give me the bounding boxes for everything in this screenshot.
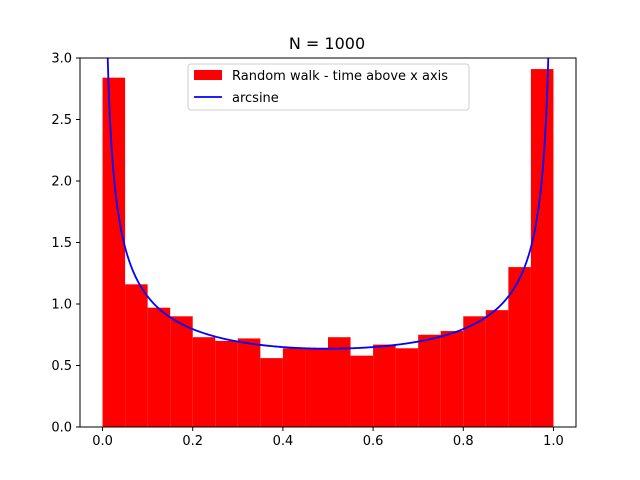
arcsine-curve (106, 58, 550, 350)
histogram-bar (305, 348, 328, 427)
histogram-bar (102, 77, 126, 427)
x-tick-label: 0.2 (182, 434, 203, 449)
histogram-bar (395, 348, 419, 427)
legend-label-histogram: Random walk - time above x axis (232, 69, 448, 84)
histogram-bar (418, 334, 441, 427)
histogram-bar (125, 284, 148, 427)
histogram-bars (102, 69, 554, 427)
y-tick-label: 0.0 (51, 421, 72, 436)
x-tick-label: 1.0 (543, 434, 564, 449)
chart-title: N = 1000 (289, 34, 365, 53)
histogram-bar (440, 331, 464, 427)
legend-label-arcsine: arcsine (232, 91, 279, 106)
y-tick-label: 3.0 (51, 52, 72, 67)
histogram-bar (463, 316, 486, 427)
histogram-bar (170, 316, 193, 427)
y-tick-label: 1.0 (51, 298, 72, 313)
x-tick-label: 0.6 (363, 434, 384, 449)
histogram-bar (350, 355, 374, 427)
histogram-bar (328, 337, 351, 427)
arcsine-curve-layer (106, 58, 550, 350)
histogram-bar (373, 344, 396, 427)
y-tick-label: 2.5 (51, 113, 72, 128)
histogram-bar (237, 338, 261, 427)
legend-swatch-histogram (194, 70, 222, 80)
y-tick-label: 1.5 (51, 236, 72, 251)
y-tick-label: 2.0 (51, 175, 72, 190)
histogram-bar (282, 348, 306, 427)
x-tick-label: 0.0 (92, 434, 113, 449)
histogram-bar (215, 340, 238, 427)
x-tick-label: 0.4 (273, 434, 294, 449)
x-tick-label: 0.8 (453, 434, 474, 449)
histogram-bar (192, 337, 216, 427)
histogram-bar (147, 307, 171, 427)
histogram-bar (485, 310, 509, 427)
legend-frame (187, 63, 470, 111)
x-axis: 0.0 0.2 0.4 0.6 0.8 1.0 (92, 427, 564, 449)
histogram-bar (530, 69, 554, 427)
legend: Random walk - time above x axis arcsine (187, 63, 470, 111)
y-axis: 0.0 0.5 1.0 1.5 2.0 2.5 3.0 (51, 52, 80, 436)
histogram-bar (260, 358, 283, 427)
histogram-bar (508, 267, 531, 427)
y-tick-label: 0.5 (51, 359, 72, 374)
